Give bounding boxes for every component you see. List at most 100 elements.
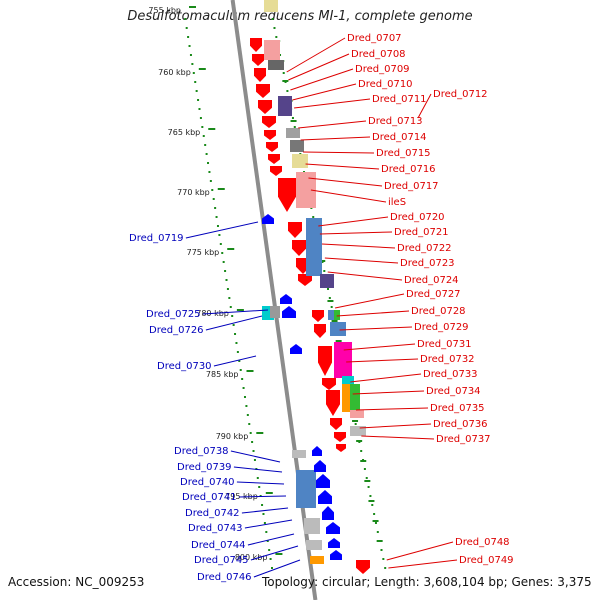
forward-gene-arrow — [252, 54, 264, 66]
guide-dot — [268, 549, 271, 551]
cog-block — [350, 426, 366, 436]
guide-dot — [228, 297, 231, 299]
guide-dot — [201, 126, 204, 128]
guide-dot — [238, 360, 241, 362]
tick-mark — [217, 188, 225, 190]
label-leader-line — [336, 310, 410, 317]
scale-label-7: 790 kbp — [216, 432, 249, 441]
guide-dot — [241, 378, 244, 380]
guide-dot — [363, 468, 366, 470]
scale-label-1: 760 kbp — [158, 68, 191, 77]
cog-block — [304, 518, 320, 534]
forward-gene-arrow — [266, 142, 278, 152]
tick-mark — [364, 480, 371, 482]
gene-label-dred_0738: Dred_0738 — [174, 446, 229, 457]
label-leader-line — [352, 390, 425, 395]
guide-dot — [258, 486, 261, 488]
label-leader-line — [318, 216, 389, 227]
tick-mark — [360, 460, 367, 462]
scale-label-9: 800 kbp — [235, 553, 268, 562]
cog-block — [328, 310, 336, 320]
guide-dot — [354, 423, 357, 425]
accession-label: Accession: NC_009253 — [8, 575, 145, 589]
label-leader-line — [319, 231, 393, 235]
guide-dot — [212, 198, 215, 200]
guide-dot — [232, 324, 235, 326]
label-leader-line — [244, 519, 293, 529]
label-leader-line — [305, 163, 380, 170]
guide-dot — [205, 153, 208, 155]
cog-block — [334, 342, 352, 378]
forward-gene-arrow — [312, 310, 324, 322]
gene-label-dred_0731: Dred_0731 — [417, 339, 472, 350]
forward-gene-arrow — [288, 222, 302, 238]
label-leader-line — [236, 481, 285, 485]
label-leader-line — [294, 98, 371, 109]
reverse-gene-arrow — [314, 460, 326, 472]
cog-block — [290, 140, 304, 152]
label-leader-line — [238, 495, 287, 498]
gene-label-dred_0726: Dred_0726 — [149, 325, 204, 336]
guide-dot — [243, 396, 246, 398]
gene-label-dred_0733: Dred_0733 — [423, 369, 478, 380]
forward-gene-arrow — [356, 560, 370, 574]
reverse-strand-genes — [262, 214, 342, 560]
tick-mark — [290, 120, 297, 122]
guide-dot — [271, 567, 274, 569]
gene-label-dred_0707: Dred_0707 — [347, 33, 402, 44]
label-leader-line — [233, 466, 283, 473]
guide-dot — [271, 18, 274, 20]
guide-dot — [360, 450, 363, 452]
guide-dot — [207, 162, 210, 164]
label-leader-line — [213, 355, 257, 367]
reverse-gene-arrow — [316, 474, 330, 488]
label-leader-line — [324, 257, 399, 264]
tick-mark — [331, 320, 338, 322]
label-leader-line — [310, 189, 387, 203]
reverse-gene-arrow — [282, 306, 296, 318]
guide-dot — [188, 45, 191, 47]
forward-gene-arrow — [278, 178, 296, 212]
guide-dot — [293, 126, 296, 128]
scale-label-2: 765 kbp — [168, 128, 201, 137]
guide-dot — [192, 72, 195, 74]
guide-dot — [265, 531, 268, 533]
reverse-gene-arrow — [262, 214, 274, 224]
guide-dot — [376, 531, 379, 533]
tick-mark — [376, 540, 383, 542]
gene-label-dred_0717: Dred_0717 — [384, 181, 439, 192]
gene-label-dred_0727: Dred_0727 — [406, 289, 461, 300]
gene-label-dred_0735: Dred_0735 — [430, 403, 485, 414]
gene-label-dred_0709: Dred_0709 — [355, 64, 410, 75]
tick-mark — [368, 500, 375, 502]
label-leader-line — [250, 545, 299, 561]
guide-dot — [328, 297, 331, 299]
reverse-gene-arrow — [280, 294, 292, 304]
forward-gene-arrow — [318, 346, 332, 376]
scale-label-3: 770 kbp — [177, 188, 210, 197]
guide-dot — [263, 522, 266, 524]
guide-dot — [221, 252, 224, 254]
guide-dot — [261, 504, 264, 506]
label-leader-line — [346, 358, 419, 363]
reverse-gene-arrow — [312, 446, 322, 456]
forward-gene-arrow — [322, 378, 336, 390]
forward-gene-arrow — [292, 240, 306, 256]
guide-dot — [189, 54, 192, 56]
cog-block — [306, 218, 322, 276]
tick-mark — [319, 260, 326, 262]
label-leader-line — [359, 423, 432, 429]
gene-label-dred_0748: Dred_0748 — [455, 537, 510, 548]
guide-dot — [195, 90, 198, 92]
gene-label-dred_0736: Dred_0736 — [433, 419, 488, 430]
guide-dot — [248, 423, 251, 425]
cog-block — [296, 172, 316, 208]
label-leader-line — [290, 68, 354, 91]
guide-dot — [266, 540, 269, 542]
scale-label-6: 785 kbp — [206, 370, 239, 379]
label-leader-line — [241, 507, 289, 514]
gene-label-dred_0729: Dred_0729 — [414, 322, 469, 333]
cog-block — [264, 0, 278, 12]
label-leader-line — [361, 435, 435, 440]
